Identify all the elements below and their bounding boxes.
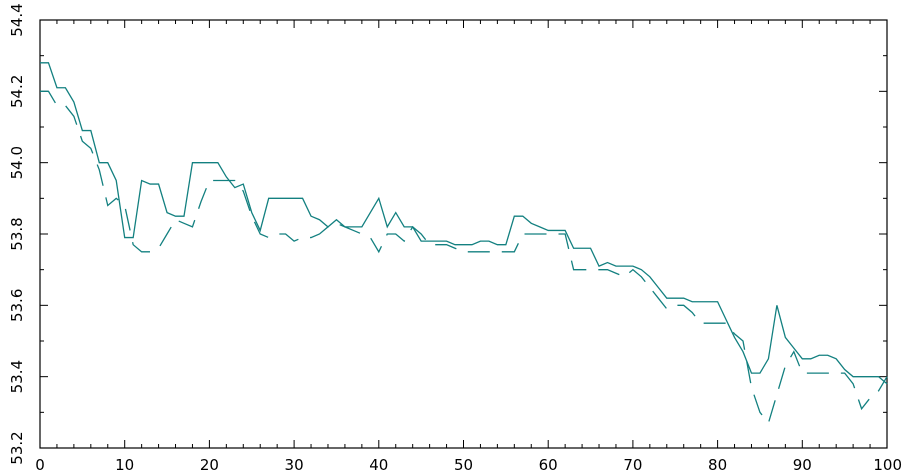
- y-tick-label: 53.8: [8, 217, 26, 250]
- y-tick-label: 53.6: [8, 289, 26, 322]
- y-tick-label: 54.2: [8, 75, 26, 108]
- x-tick-label: 100: [873, 456, 902, 474]
- x-tick-label: 0: [35, 456, 45, 474]
- x-tick-label: 30: [285, 456, 304, 474]
- series-group: [40, 62, 888, 425]
- y-tick-label: 54.4: [8, 3, 26, 36]
- x-tick-label: 10: [115, 456, 134, 474]
- series-line-dashed: [40, 90, 888, 425]
- y-tick-label: 53.4: [8, 360, 26, 393]
- x-tick-label: 60: [539, 456, 558, 474]
- x-tick-label: 20: [200, 456, 219, 474]
- x-tick-label: 80: [708, 456, 727, 474]
- x-tick-label: 40: [369, 456, 388, 474]
- x-tick-label: 90: [793, 456, 812, 474]
- tick-labels: 53.2 53.4 53.6 53.8 54.0 54.2 54.4 0 10 20 30 40 50 6…: [8, 3, 902, 474]
- x-tick-label: 50: [454, 456, 473, 474]
- y-tick-label: 54.0: [8, 146, 26, 179]
- x-tick-label: 70: [623, 456, 642, 474]
- axis-ticks: [39, 19, 888, 449]
- y-tick-label: 53.2: [8, 431, 26, 464]
- series-line-solid: [40, 62, 888, 385]
